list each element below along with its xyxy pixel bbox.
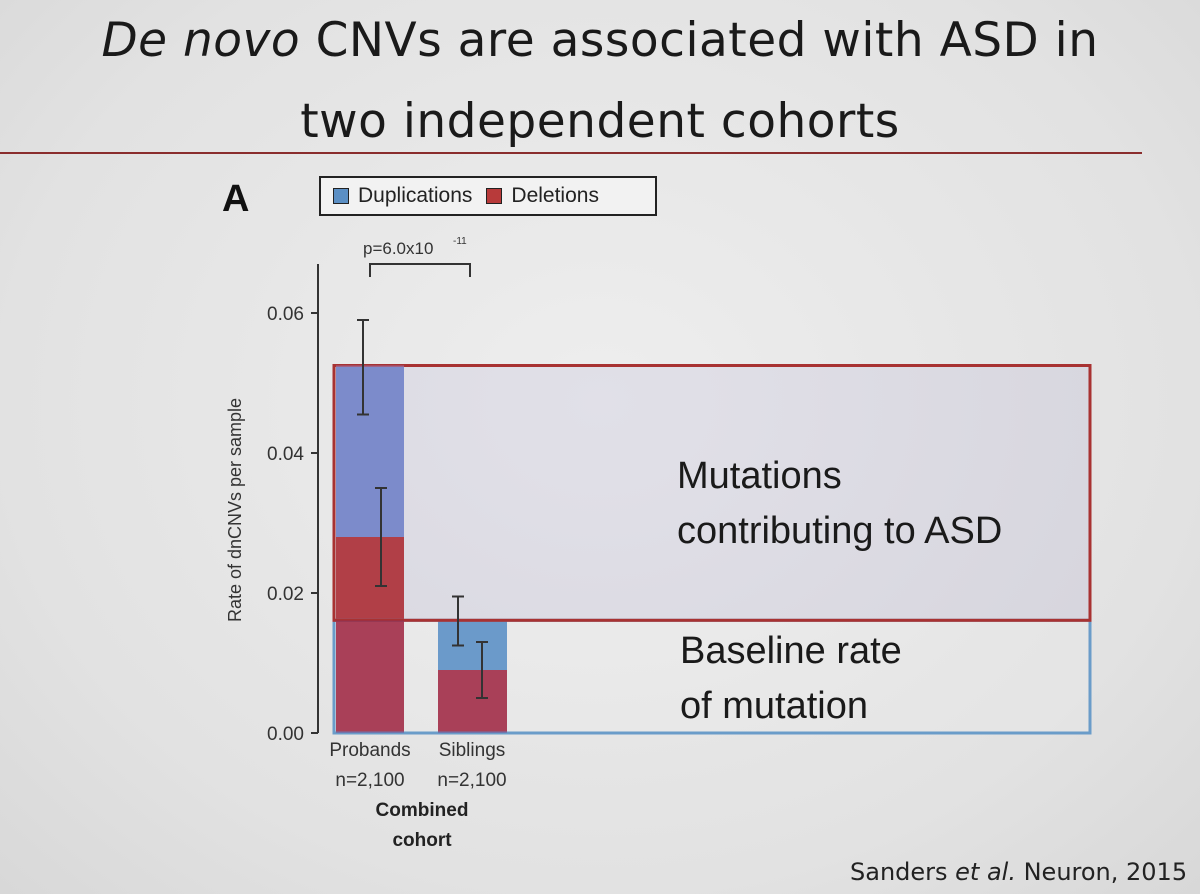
annotation-baseline-line1: Baseline rate	[680, 630, 902, 672]
citation: Sanders et al. Neuron, 2015	[850, 858, 1187, 886]
bar-duplications-siblings	[438, 620, 507, 670]
legend-swatch-deletions	[486, 188, 503, 204]
slide-title-line-2: two independent cohorts	[300, 94, 900, 149]
legend-item-duplications: Duplications	[333, 184, 472, 208]
y-tick-label: 0.04	[267, 444, 304, 465]
y-tick-label: 0.00	[267, 724, 304, 745]
slide-title-line-1: De novo CNVs are associated with ASD in	[0, 12, 1200, 70]
bar-overlay-tint	[336, 365, 404, 537]
annotation-baseline-line2: of mutation	[680, 685, 868, 727]
significance-bracket	[369, 263, 471, 277]
panel-letter: A	[222, 178, 250, 220]
chart-legend: Duplications Deletions	[319, 176, 657, 216]
legend-swatch-duplications	[333, 188, 349, 204]
citation-etal: et al.	[955, 858, 1016, 886]
group-label-line1: Combined	[376, 800, 469, 821]
x-category-n: n=2,100	[437, 770, 506, 791]
y-tick-label: 0.02	[267, 584, 304, 605]
annotation-box-asd	[332, 364, 1092, 622]
legend-item-deletions: Deletions	[486, 184, 599, 208]
bar-overlay-tint-baseline	[336, 620, 404, 733]
citation-authors: Sanders	[850, 858, 956, 886]
x-category-n: n=2,100	[335, 770, 404, 791]
citation-journal: Neuron, 2015	[1015, 858, 1188, 886]
legend-label-duplications: Duplications	[358, 184, 473, 207]
title-divider	[0, 152, 1142, 154]
title-italic-part: De novo	[101, 13, 301, 68]
annotation-asd-line2: contributing to ASD	[677, 510, 1002, 552]
y-tick-label: 0.06	[267, 304, 304, 325]
bar-overlay-tint-siblings	[438, 670, 507, 733]
annotation-asd-line1: Mutations	[677, 455, 842, 497]
x-category-label: Siblings	[439, 740, 506, 761]
title-rest-part: CNVs are associated with ASD in	[300, 13, 1099, 68]
legend-label-deletions: Deletions	[511, 184, 599, 207]
bar-deletions-probands	[336, 537, 404, 733]
group-label-line2: cohort	[392, 830, 452, 851]
y-axis-label: Rate of dnCNVs per sample	[225, 398, 245, 622]
bar-deletions-siblings	[438, 670, 507, 733]
significance-label: p=6.0x10	[363, 239, 433, 258]
significance-exponent: -11	[453, 236, 467, 247]
x-category-label: Probands	[329, 740, 410, 761]
